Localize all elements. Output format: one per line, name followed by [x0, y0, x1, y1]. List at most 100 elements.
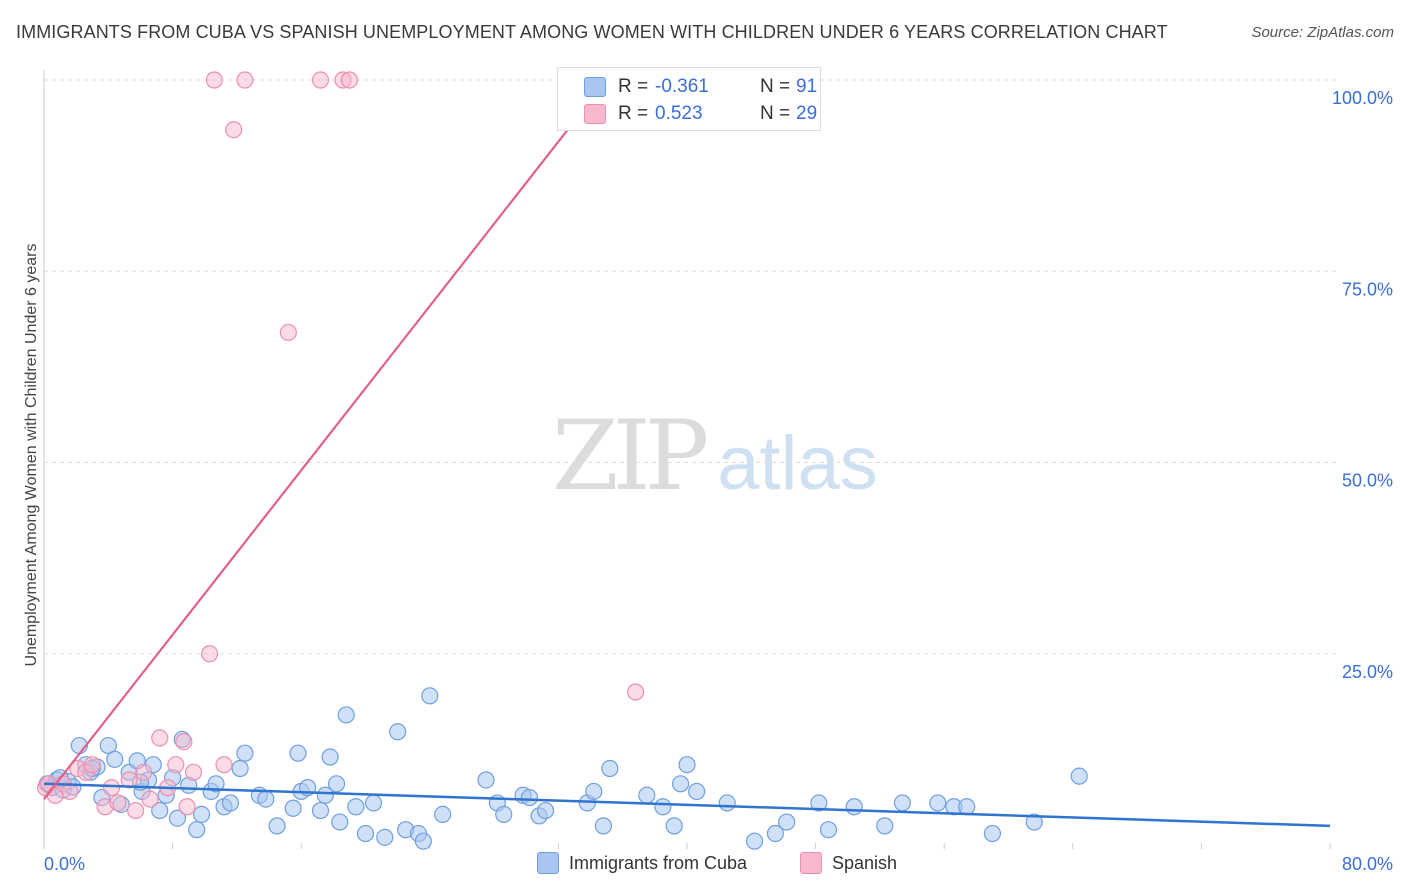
trend-line-spanish	[43, 79, 608, 800]
bottom-legend-label-cuba: Immigrants from Cuba	[569, 852, 748, 873]
point-cuba	[99, 736, 117, 755]
point-spanish	[340, 71, 359, 89]
point-spanish	[175, 733, 193, 751]
point-spanish	[135, 763, 153, 781]
bottom-legend-swatch-spanish	[800, 852, 822, 874]
source-label: Source: ZipAtlas.com	[1251, 24, 1394, 41]
watermark-zip: ZIP	[552, 400, 709, 512]
point-spanish	[167, 756, 185, 774]
point-cuba	[495, 805, 513, 824]
x-tick-label-max: 80.0%	[1342, 854, 1393, 874]
point-cuba	[958, 798, 976, 816]
point-cuba	[654, 798, 672, 816]
point-cuba	[520, 788, 539, 807]
point-spanish	[109, 794, 127, 812]
legend-r-label-spanish: R =	[618, 103, 649, 124]
point-spanish	[141, 790, 159, 808]
point-cuba	[594, 817, 613, 835]
point-cuba	[671, 775, 690, 793]
watermark: ZIP atlas	[552, 400, 878, 512]
point-cuba	[316, 786, 334, 804]
point-cuba	[192, 805, 211, 824]
point-cuba	[819, 821, 838, 839]
bottom-legend-cuba: Immigrants from Cuba	[537, 852, 747, 874]
point-cuba	[231, 759, 249, 778]
point-cuba	[638, 786, 656, 804]
point-spanish	[215, 756, 233, 774]
point-cuba	[257, 790, 275, 808]
legend-n-value-cuba: 91	[796, 76, 818, 97]
point-cuba	[665, 817, 683, 835]
point-spanish	[178, 798, 196, 816]
point-cuba	[876, 817, 894, 835]
point-cuba	[376, 828, 394, 846]
legend-n-label-spanish: N =	[760, 103, 791, 124]
point-cuba	[745, 832, 764, 850]
point-spanish	[626, 683, 645, 701]
point-spanish	[311, 71, 330, 89]
legend-swatch-cuba	[584, 77, 606, 97]
point-cuba	[364, 794, 383, 812]
point-cuba	[434, 805, 452, 824]
watermark-atlas: atlas	[717, 421, 878, 506]
point-cuba	[106, 750, 124, 768]
point-cuba	[688, 782, 706, 801]
point-cuba	[321, 748, 339, 766]
point-spanish	[200, 645, 219, 663]
point-cuba	[347, 798, 365, 816]
bottom-legend-spanish: Spanish	[800, 852, 897, 874]
point-cuba	[421, 687, 439, 705]
chart-title: IMMIGRANTS FROM CUBA VS SPANISH UNEMPLOY…	[16, 22, 1168, 42]
point-cuba	[268, 817, 286, 835]
point-cuba	[718, 794, 736, 812]
point-cuba	[311, 801, 330, 820]
point-cuba	[331, 813, 349, 831]
point-cuba	[151, 801, 169, 820]
y-tick-label: 50.0%	[1342, 471, 1393, 491]
point-cuba	[601, 759, 619, 778]
point-spanish	[102, 779, 121, 797]
bottom-legend-swatch-cuba	[537, 852, 559, 874]
point-cuba	[1070, 767, 1088, 785]
point-spanish	[205, 71, 223, 89]
legend-r-value-spanish: 0.523	[655, 103, 703, 124]
trend-line-cuba	[43, 782, 1331, 828]
point-cuba	[778, 813, 796, 831]
legend-n-label-cuba: N =	[760, 76, 791, 97]
point-spanish	[225, 121, 243, 139]
y-tick-label: 25.0%	[1342, 662, 1393, 682]
point-spanish	[184, 763, 203, 781]
point-spanish	[83, 756, 101, 774]
point-spanish	[120, 771, 138, 789]
legend-n-value-spanish: 29	[796, 103, 818, 124]
point-cuba	[477, 771, 495, 789]
point-cuba	[337, 706, 355, 724]
point-spanish	[127, 801, 145, 820]
legend-r-label-cuba: R =	[618, 76, 649, 97]
correlation-legend: R = -0.361 N = 91 R = 0.523 N = 29	[557, 67, 821, 131]
point-cuba	[389, 723, 407, 741]
bottom-legend-label-spanish: Spanish	[832, 852, 898, 873]
y-tick-label: 75.0%	[1342, 279, 1393, 299]
point-cuba	[188, 821, 206, 839]
point-cuba	[284, 799, 302, 817]
point-spanish	[236, 71, 254, 89]
point-spanish	[151, 729, 169, 747]
y-tick-label: 100.0%	[1332, 88, 1393, 108]
point-cuba	[1025, 813, 1043, 831]
point-cuba	[327, 775, 346, 793]
point-cuba	[236, 744, 254, 762]
legend-r-value-cuba: -0.361	[655, 76, 709, 97]
point-cuba	[983, 824, 1002, 843]
point-cuba	[766, 824, 785, 843]
point-cuba	[929, 794, 947, 812]
point-cuba	[207, 775, 225, 793]
legend-swatch-spanish	[584, 104, 606, 124]
point-cuba	[585, 782, 603, 801]
point-cuba	[289, 744, 307, 762]
point-cuba	[168, 809, 187, 827]
point-cuba	[536, 801, 555, 820]
point-spanish	[279, 323, 297, 342]
point-cuba	[893, 794, 912, 812]
